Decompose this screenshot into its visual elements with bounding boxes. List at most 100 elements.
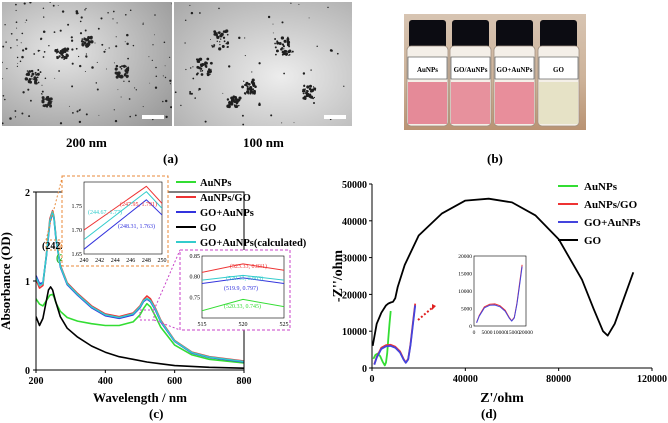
- nanoparticle: [290, 51, 292, 53]
- eis-legend: AuNPs AuNPs/GO GO+AuNPs GO: [558, 181, 641, 247]
- nanoparticle: [218, 7, 220, 10]
- nanoparticle: [226, 41, 230, 44]
- nanoparticle: [53, 31, 56, 33]
- nanoparticle: [9, 117, 12, 120]
- nanoparticle: [125, 67, 129, 71]
- nanoparticle: [228, 65, 231, 68]
- nanoparticle: [43, 51, 46, 53]
- vial-liquid: [451, 82, 490, 124]
- nanoparticle: [153, 34, 155, 36]
- zoom-line: [59, 241, 63, 251]
- tem-image-100nm-graphic: [174, 2, 352, 126]
- nanoparticle: [82, 44, 84, 47]
- nanoparticle: [282, 45, 285, 48]
- nanoparticle: [231, 102, 234, 106]
- nanoparticle: [42, 97, 44, 100]
- nanoparticle: [2, 61, 3, 64]
- nanoparticle: [95, 82, 98, 84]
- nanoparticle: [46, 97, 51, 101]
- nanoparticle: [71, 85, 74, 88]
- nanoparticle: [21, 55, 24, 59]
- nanoparticle: [245, 82, 249, 85]
- nanoparticle: [135, 89, 137, 91]
- nanoparticle: [78, 120, 82, 124]
- nanoparticle: [238, 36, 241, 40]
- nanoparticle: [98, 114, 100, 116]
- nanoparticle: [84, 9, 86, 11]
- nanoparticle: [16, 65, 19, 68]
- x-tick-label: 400: [98, 376, 113, 387]
- nanoparticle: [37, 69, 40, 71]
- nanoparticle: [154, 86, 158, 89]
- nanoparticle: [336, 52, 339, 55]
- nanoparticle: [84, 71, 86, 72]
- inset-1-y-tick-label: 1.65: [72, 252, 83, 258]
- nanoparticle: [126, 33, 129, 37]
- nanoparticle: [100, 17, 103, 20]
- nanoparticle: [275, 49, 279, 53]
- nanoparticle: [115, 36, 117, 38]
- nanoparticle: [105, 68, 107, 70]
- nanoparticle: [44, 77, 47, 80]
- nanoparticle: [49, 105, 52, 108]
- vial-label: [450, 56, 491, 80]
- nanoparticle: [78, 12, 80, 14]
- nanoparticle: [48, 104, 51, 106]
- nanoparticle: [94, 42, 96, 44]
- nanoparticle: [274, 38, 277, 40]
- nanoparticle: [20, 42, 22, 44]
- nanoparticle: [43, 99, 45, 101]
- nanoparticle: [83, 43, 86, 45]
- nanoparticle: [35, 73, 38, 76]
- nanoparticle: [29, 99, 32, 102]
- nanoparticle: [142, 106, 144, 108]
- nanoparticle: [226, 98, 230, 101]
- x-tick-label: 120000: [637, 374, 667, 385]
- nanoparticle: [155, 66, 157, 69]
- nanoparticle: [59, 122, 63, 125]
- nanoparticle: [89, 36, 93, 40]
- nanoparticle: [79, 20, 82, 23]
- nanoparticle: [90, 40, 94, 44]
- tem-caption-2: 100 nm: [243, 135, 284, 150]
- nanoparticle: [246, 87, 250, 91]
- nanoparticle: [134, 87, 136, 89]
- nanoparticle: [108, 47, 110, 49]
- nanoparticle: [42, 30, 46, 34]
- nanoparticle: [115, 45, 118, 48]
- eis-inset-y-tick-label: 5000: [461, 307, 472, 313]
- nanoparticle: [214, 32, 218, 35]
- vials-graphic: AuNPs GO/AuNPs GO+AuNPs GO: [404, 14, 586, 130]
- nanoparticle: [71, 62, 74, 65]
- nanoparticle: [30, 75, 33, 78]
- nanoparticle: [41, 84, 43, 86]
- nanoparticle: [128, 80, 130, 83]
- nanoparticle: [302, 96, 306, 100]
- legend-label: AuNPs: [584, 181, 618, 193]
- nanoparticle: [125, 65, 127, 68]
- nanoparticle: [154, 14, 156, 16]
- nanoparticle: [201, 69, 204, 72]
- inset-1-series-line: [84, 191, 162, 241]
- nanoparticle: [303, 84, 306, 87]
- nanoparticle: [246, 85, 249, 88]
- nanoparticle: [129, 115, 131, 118]
- vial-label-text: GO: [553, 66, 564, 74]
- panel-label-b: (b): [487, 151, 503, 166]
- nanoparticle: [105, 49, 107, 51]
- nanoparticle: [28, 77, 32, 81]
- nanoparticle: [125, 70, 129, 74]
- inset-2-x-tick-label: 525: [280, 322, 289, 328]
- nanoparticle: [142, 22, 144, 24]
- nanoparticle: [278, 41, 282, 46]
- nanoparticle: [272, 32, 274, 34]
- legend-label: GO+AuNPs(calculated): [200, 238, 307, 249]
- nanoparticle: [22, 91, 25, 94]
- nanoparticle: [281, 122, 283, 124]
- nanoparticle: [210, 61, 213, 65]
- nanoparticle: [199, 12, 201, 14]
- vial-label: [494, 56, 535, 80]
- nanoparticle: [24, 22, 26, 23]
- nanoparticle: [2, 78, 4, 80]
